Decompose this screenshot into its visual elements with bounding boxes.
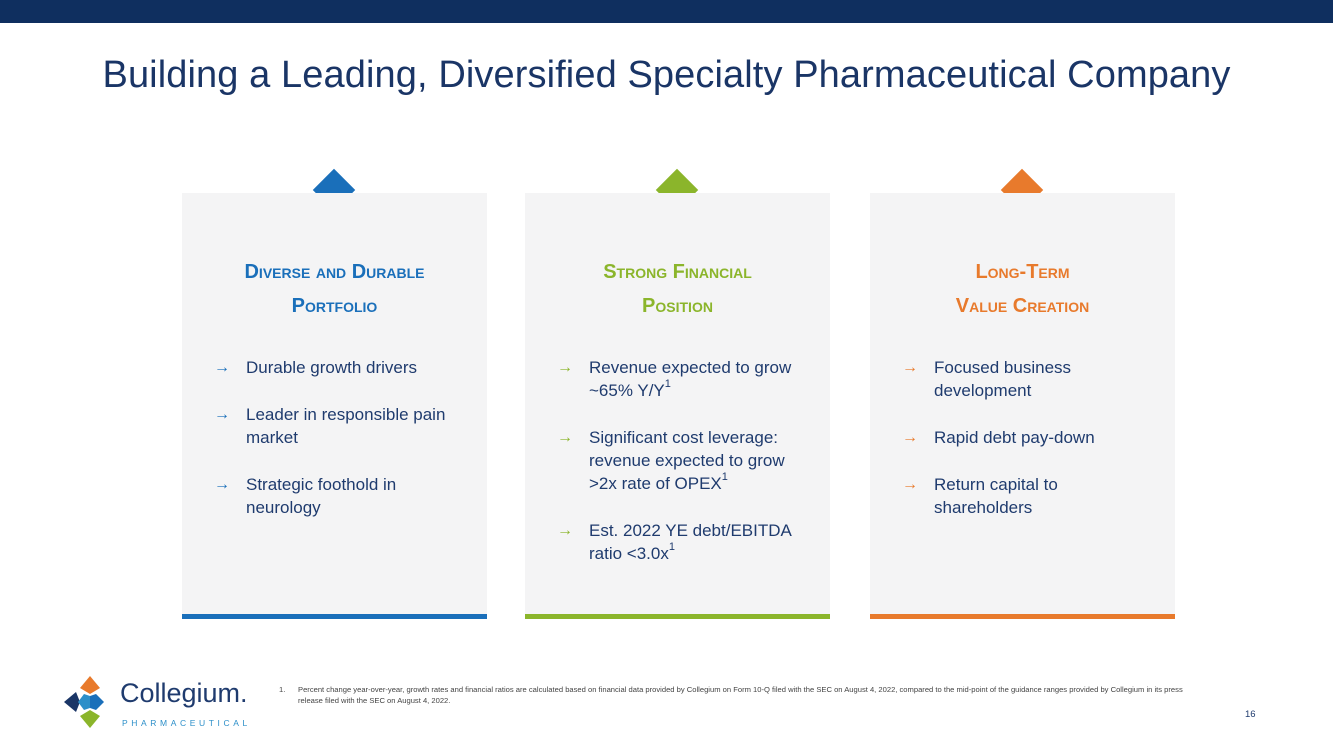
- logo-subtitle: PHARMACEUTICAL: [122, 718, 251, 728]
- collegium-mark-icon: [64, 676, 104, 728]
- footnote-marker: 1: [664, 378, 671, 391]
- arrow-right-icon: →: [214, 406, 230, 423]
- bullet-text: Focused business development: [934, 358, 1072, 400]
- bullet-text: Return capital to shareholders: [934, 475, 1058, 517]
- card-title-line2: Portfolio: [291, 295, 378, 317]
- footnote-text: Percent change year-over-year, growth ra…: [298, 685, 1183, 705]
- page-number: 16: [1245, 709, 1256, 720]
- list-item: → Focused business development: [870, 356, 1175, 402]
- bullet-text: Durable growth drivers: [246, 358, 418, 377]
- bullet-list: → Durable growth drivers → Leader in res…: [182, 356, 487, 543]
- arrow-right-icon: →: [214, 476, 230, 493]
- list-item: → Revenue expected to grow ~65% Y/Y1: [525, 356, 830, 402]
- list-item: → Durable growth drivers: [182, 356, 487, 379]
- bullet-text: Significant cost leverage: revenue expec…: [589, 428, 785, 493]
- arrow-right-icon: →: [902, 429, 918, 446]
- bullet-text: Leader in responsible pain market: [246, 405, 446, 447]
- arrow-right-icon: →: [902, 359, 918, 376]
- list-item: → Leader in responsible pain market: [182, 403, 487, 449]
- footnote-number: 1.: [279, 685, 286, 694]
- bullet-text: Est. 2022 YE debt/EBITDA ratio <3.0x: [589, 521, 791, 563]
- list-item: → Return capital to shareholders: [870, 473, 1175, 519]
- card-title: Diverse and Durable Portfolio: [182, 255, 487, 323]
- footnote: 1. Percent change year-over-year, growth…: [279, 684, 1209, 706]
- arrow-right-icon: →: [214, 359, 230, 376]
- arrow-right-icon: →: [557, 359, 573, 376]
- bullet-text: Revenue expected to grow ~65% Y/Y: [589, 358, 792, 400]
- card-long-term-value-creation: Long-Term Value Creation → Focused busin…: [870, 193, 1175, 619]
- card-title-line1: Strong Financial: [603, 261, 752, 283]
- card-title: Long-Term Value Creation: [870, 255, 1175, 323]
- footnote-marker: 1: [721, 471, 728, 484]
- slide-title: Building a Leading, Diversified Specialt…: [102, 54, 1231, 96]
- arrow-right-icon: →: [557, 429, 573, 446]
- card-bottom-rule: [182, 614, 487, 619]
- card-bottom-rule: [870, 614, 1175, 619]
- list-item: → Est. 2022 YE debt/EBITDA ratio <3.0x1: [525, 519, 830, 565]
- bullet-text: Rapid debt pay-down: [934, 428, 1095, 447]
- bullet-list: → Revenue expected to grow ~65% Y/Y1 → S…: [525, 356, 830, 589]
- company-logo: Collegium. PHARMACEUTICAL: [62, 672, 262, 732]
- list-item: → Significant cost leverage: revenue exp…: [525, 426, 830, 495]
- card-diverse-durable-portfolio: Diverse and Durable Portfolio → Durable …: [182, 193, 487, 619]
- list-item: → Rapid debt pay-down: [870, 426, 1175, 449]
- logo-wordmark: Collegium.: [120, 678, 248, 708]
- card-title-line1: Diverse and Durable: [244, 261, 425, 283]
- arrow-right-icon: →: [902, 476, 918, 493]
- card-strong-financial-position: Strong Financial Position → Revenue expe…: [525, 193, 830, 619]
- list-item: → Strategic foothold in neurology: [182, 473, 487, 519]
- card-title-line1: Long-Term: [975, 261, 1070, 283]
- top-banner: [0, 0, 1333, 23]
- bullet-text: Strategic foothold in neurology: [246, 475, 397, 517]
- footnote-marker: 1: [668, 541, 675, 554]
- card-bottom-rule: [525, 614, 830, 619]
- card-title-line2: Position: [642, 295, 713, 317]
- bullet-list: → Focused business development → Rapid d…: [870, 356, 1175, 543]
- card-title: Strong Financial Position: [525, 255, 830, 323]
- card-title-line2: Value Creation: [955, 295, 1090, 317]
- arrow-right-icon: →: [557, 522, 573, 539]
